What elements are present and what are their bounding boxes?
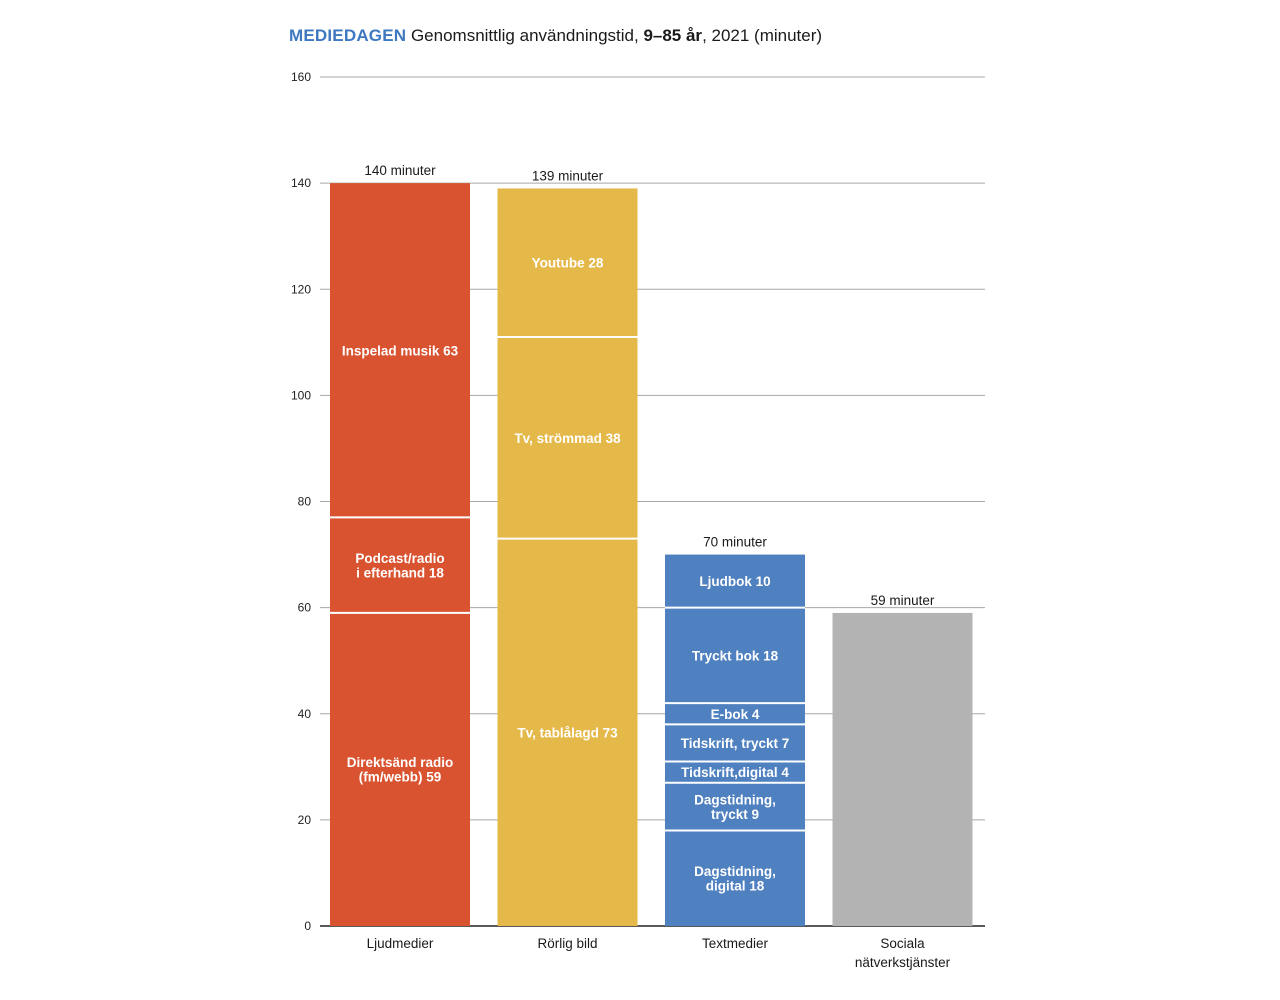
bar-segment [497,188,638,338]
segment-label: Podcast/radio i efterhand 18 [355,551,444,581]
bar-segment [665,761,805,783]
bar-total-label: 59 minuter [871,593,935,608]
segment-label: Tidskrift, tryckt 7 [681,736,790,751]
bar-segment [330,517,470,613]
segment-label: Tv, tablålagd 73 [517,725,618,740]
y-tick-label: 60 [298,601,312,615]
bar-total-label: 139 minuter [532,168,604,183]
segment-label: Inspelad musik 63 [342,343,459,358]
chart-title: MEDIEDAGEN Genomsnittlig användningstid,… [289,26,822,46]
bar-total-label: 140 minuter [364,163,436,178]
y-tick-label: 120 [291,282,311,296]
chart-title-brand: MEDIEDAGEN [289,26,407,45]
segment-label: Tryckt bok 18 [692,648,779,663]
x-tick-label: Textmedier [702,936,769,951]
bar-segment [665,830,805,926]
segment-label: Direktsänd radio (fm/webb) 59 [347,755,454,785]
bar-segment [497,538,638,926]
y-tick-label: 80 [298,495,312,509]
bar-segment [665,554,805,608]
segment-label: Dagstidning, digital 18 [694,864,776,894]
x-tick-label: Rörlig bild [537,936,597,951]
x-tick-label: Sociala nätverkstjänster [855,936,951,970]
bar-segment [330,612,470,926]
chart-title-age-range: 9–85 år [643,26,703,45]
y-tick-label: 40 [298,707,312,721]
segment-label: Tv, strömmad 38 [514,431,621,446]
labels-layer: 0 20 40 60 80 100 120 140 160 Direktsänd radio (fm… [291,70,951,970]
y-tick-label: 0 [304,919,311,933]
bar-segment [832,612,973,926]
bar-segment [665,724,805,762]
chart-title-text-2: , 2021 (minuter) [702,26,823,45]
y-tick-label: 100 [291,388,311,402]
bar-segment [330,183,470,518]
bar-total-label: 70 minuter [703,535,767,550]
bars-layer [330,183,973,926]
segment-label: Tidskrift,digital 4 [681,765,789,780]
segment-label: Ljudbok 10 [699,574,770,589]
bar-segment [497,337,638,539]
bar-segment [665,703,805,725]
segment-label: Dagstidning, tryckt 9 [694,792,776,822]
y-tick-label: 160 [291,70,311,84]
y-tick-label: 20 [298,813,312,827]
bar-segment [665,607,805,704]
y-tick-label: 140 [291,176,311,190]
x-tick-label: Ljudmedier [367,936,434,951]
segment-label: Youtube 28 [532,256,604,271]
chart-title-text-1: Genomsnittlig användningstid, [406,26,644,45]
segment-label: E-bok 4 [711,707,760,722]
bar-segment [665,782,805,831]
